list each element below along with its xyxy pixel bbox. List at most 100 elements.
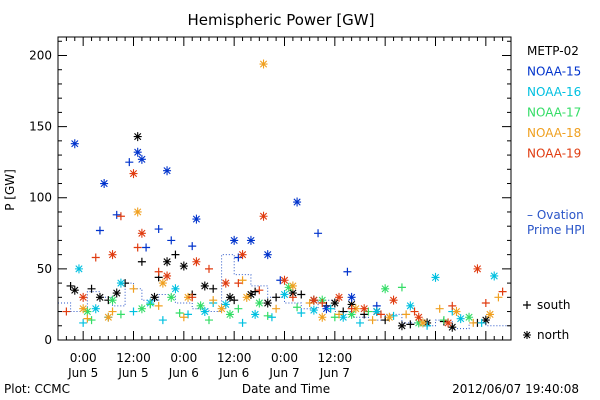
legend-metp-02: METP-02 <box>527 44 579 58</box>
point-north-0-18 <box>448 322 457 332</box>
point-north-5-6 <box>221 278 230 288</box>
point-north-1-7 <box>246 235 255 245</box>
point-north-5-15 <box>444 318 453 328</box>
point-south-4-10 <box>368 316 377 325</box>
point-north-0-10 <box>263 298 272 308</box>
point-north-1-5 <box>192 214 201 224</box>
legend-noaa-17: NOAA-17 <box>527 106 581 120</box>
point-south-5-1 <box>91 253 100 262</box>
point-north-5-1 <box>108 250 117 260</box>
point-north-2-14 <box>456 314 465 324</box>
footer-right: 2012/06/07 19:40:08 <box>452 382 579 396</box>
point-south-3-9 <box>364 307 373 316</box>
point-north-5-2 <box>129 169 138 179</box>
point-south-5-8 <box>255 286 264 295</box>
point-north-3-10 <box>381 284 390 294</box>
point-south-2-10 <box>356 318 364 327</box>
point-north-0-14 <box>347 299 356 309</box>
point-south-0-4 <box>137 257 146 266</box>
point-south-4-0 <box>83 314 92 323</box>
point-north-5-3 <box>137 228 146 238</box>
point-north-1-0 <box>70 139 79 149</box>
point-north-2-12 <box>406 301 415 311</box>
marker-legend-south: south <box>537 298 571 312</box>
point-north-3-2 <box>137 304 146 314</box>
ytick-label-3: 150 <box>29 120 52 134</box>
point-north-4-7 <box>259 59 268 69</box>
point-north-0-4 <box>150 292 159 302</box>
legend-noaa-16: NOAA-16 <box>527 85 581 99</box>
point-north-4-12 <box>418 318 427 328</box>
point-north-2-2 <box>116 278 125 288</box>
xtick-date-1: Jun 5 <box>117 366 148 380</box>
point-north-5-5 <box>192 257 201 267</box>
point-north-3-9 <box>347 309 356 319</box>
ytick-label-4: 200 <box>29 48 52 62</box>
point-south-0-10 <box>251 287 260 296</box>
point-south-4-13 <box>469 318 478 327</box>
point-south-3-8 <box>330 313 339 322</box>
point-north-0-9 <box>246 289 255 299</box>
point-south-1-10 <box>343 267 352 276</box>
point-north-2-9 <box>309 305 318 315</box>
point-south-1-2 <box>125 158 134 167</box>
point-north-5-8 <box>259 211 268 221</box>
point-north-2-4 <box>171 284 180 294</box>
point-south-4-1 <box>108 307 117 316</box>
point-south-3-2 <box>146 300 155 309</box>
point-south-2-6 <box>238 318 247 327</box>
chart-title: Hemispheric Power [GW] <box>188 11 375 29</box>
point-south-1-1 <box>112 210 121 219</box>
point-south-3-0 <box>87 316 96 325</box>
point-south-0-1 <box>87 284 96 293</box>
point-south-4-2 <box>129 284 138 293</box>
xtick-time-2: 0:00 <box>170 351 197 365</box>
point-south-1-9 <box>314 229 323 238</box>
legend-noaa-15: NOAA-15 <box>527 65 581 79</box>
point-north-1-6 <box>230 235 239 245</box>
point-south-5-9 <box>288 293 297 302</box>
point-south-4-4 <box>179 313 188 322</box>
point-north-0-19 <box>481 315 490 325</box>
point-south-4-5 <box>209 296 218 305</box>
point-south-5-12 <box>376 310 385 319</box>
point-north-4-2 <box>133 207 142 217</box>
legend-noaa-18: NOAA-18 <box>527 126 581 140</box>
marker-legend-star <box>523 331 531 339</box>
point-south-0-17 <box>406 320 415 329</box>
xtick-date-2: Jun 6 <box>168 366 199 380</box>
point-north-3-3 <box>167 292 176 302</box>
point-north-0-7 <box>200 281 209 291</box>
point-north-4-4 <box>184 292 193 302</box>
point-south-5-7 <box>234 279 243 288</box>
ovation-legend-line2: Prime HPI <box>527 223 585 237</box>
point-south-4-12 <box>435 304 444 313</box>
point-south-1-6 <box>188 242 197 251</box>
point-north-3-11 <box>414 318 423 328</box>
point-south-0-12 <box>297 290 306 299</box>
point-south-5-10 <box>318 299 327 308</box>
point-north-0-16 <box>397 321 406 331</box>
point-south-2-9 <box>326 304 335 313</box>
ovation-legend-line1: – Ovation <box>527 208 584 222</box>
point-north-3-12 <box>465 312 474 322</box>
point-south-3-1 <box>116 310 125 319</box>
point-south-4-9 <box>335 310 344 319</box>
point-north-2-10 <box>339 312 348 322</box>
point-south-2-12 <box>423 321 432 330</box>
point-south-4-7 <box>272 304 281 313</box>
point-north-5-14 <box>414 312 423 322</box>
point-south-5-15 <box>481 299 490 308</box>
point-north-4-3 <box>158 278 167 288</box>
point-north-0-13 <box>330 298 339 308</box>
point-north-1-2 <box>133 147 142 157</box>
point-south-2-3 <box>158 316 167 325</box>
point-north-0-2 <box>112 288 121 298</box>
ytick-label-2: 100 <box>29 191 52 205</box>
point-south-1-3 <box>142 243 151 252</box>
xtick-date-0: Jun 5 <box>67 366 98 380</box>
point-south-4-14 <box>494 293 503 302</box>
ovation-legend: – Ovation Prime HPI <box>527 208 585 237</box>
point-north-5-16 <box>473 264 482 274</box>
point-north-2-1 <box>91 304 100 314</box>
